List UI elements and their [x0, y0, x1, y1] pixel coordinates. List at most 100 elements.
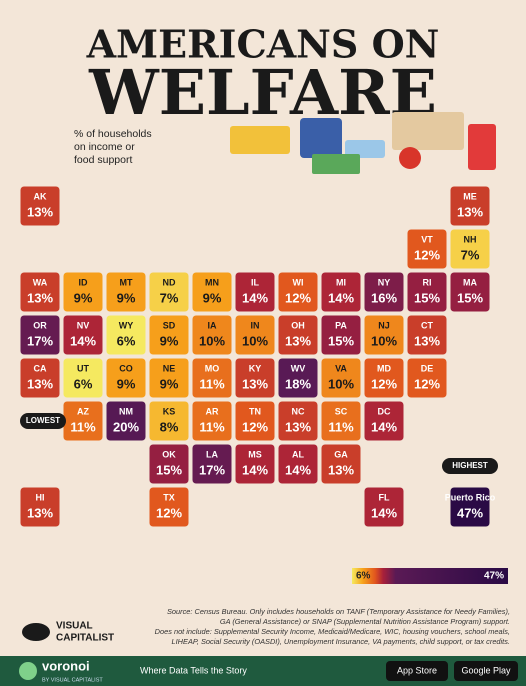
- callout-label: LOWEST: [26, 416, 60, 425]
- title-line: WELFARE: [88, 56, 437, 129]
- region-name: IA: [208, 320, 218, 330]
- region-value: 9%: [74, 290, 93, 305]
- region-name: AR: [206, 406, 219, 416]
- source: Does not include: Supplemental Security …: [155, 627, 510, 636]
- region-tile: [105, 271, 147, 313]
- region-tile: [363, 400, 405, 442]
- region-tile: [320, 314, 362, 356]
- region-value: 10%: [242, 333, 268, 348]
- source: Source: Census Bureau. Only includes hou…: [167, 607, 510, 616]
- region-name: NH: [464, 234, 477, 244]
- region-name: KS: [163, 406, 176, 416]
- app-store-label[interactable]: App Store: [397, 665, 437, 675]
- region-tile: [277, 357, 319, 399]
- region-name: SD: [163, 320, 176, 330]
- region-value: 13%: [457, 204, 483, 219]
- region-tile: [191, 400, 233, 442]
- google-play-button[interactable]: [454, 661, 518, 681]
- region-name: DC: [378, 406, 391, 416]
- legend-label: 47%: [484, 571, 504, 582]
- region-value: 7%: [160, 290, 179, 305]
- region-tile: [234, 271, 276, 313]
- region-value: 12%: [414, 376, 440, 391]
- region-name: TX: [163, 492, 175, 502]
- region-tile: [19, 271, 61, 313]
- region-tile: [148, 486, 190, 528]
- region-name: WA: [33, 277, 48, 287]
- brand: CAPITALIST: [56, 633, 114, 644]
- footer-logo: [19, 662, 37, 680]
- region-name: WV: [291, 363, 306, 373]
- region-value: 13%: [285, 333, 311, 348]
- legend-label: 6%: [356, 571, 371, 582]
- region-tile: [105, 314, 147, 356]
- region-name: CA: [34, 363, 47, 373]
- region-tile: [277, 271, 319, 313]
- region-tile: [191, 357, 233, 399]
- region-value: 11%: [199, 376, 225, 391]
- region-name: Puerto Rico: [445, 492, 496, 502]
- region-value: 15%: [156, 462, 182, 477]
- region-tile: [449, 185, 491, 227]
- region-value: 11%: [199, 419, 225, 434]
- region-value: 13%: [27, 376, 53, 391]
- region-value: 9%: [160, 376, 179, 391]
- region-value: 8%: [160, 419, 179, 434]
- region-value: 13%: [242, 376, 268, 391]
- region-name: HI: [36, 492, 45, 502]
- region-value: 9%: [117, 376, 136, 391]
- region-name: OK: [162, 449, 176, 459]
- region-value: 17%: [27, 333, 53, 348]
- region-tile: [363, 271, 405, 313]
- region-tile: [234, 314, 276, 356]
- region-name: PA: [335, 320, 347, 330]
- region-value: 14%: [371, 505, 397, 520]
- region-value: 13%: [27, 505, 53, 520]
- region-name: WY: [119, 320, 134, 330]
- region-value: 10%: [371, 333, 397, 348]
- region-name: RI: [423, 277, 432, 287]
- source: GA (General Assistance) or SNAP (Supplem…: [220, 617, 510, 626]
- region-value: 12%: [285, 290, 311, 305]
- region-value: 16%: [371, 290, 397, 305]
- region-name: OR: [33, 320, 47, 330]
- region-tile: [449, 486, 491, 528]
- region-value: 9%: [117, 290, 136, 305]
- region-name: ID: [79, 277, 89, 287]
- region-name: AL: [292, 449, 304, 459]
- region-tile: [363, 486, 405, 528]
- region-tile: [320, 357, 362, 399]
- app-store-button[interactable]: [386, 661, 448, 681]
- region-tile: [234, 400, 276, 442]
- region-tile: [406, 271, 448, 313]
- region-name: NY: [378, 277, 391, 287]
- region-value: 15%: [328, 333, 354, 348]
- region-tile: [148, 314, 190, 356]
- google-play-label[interactable]: Google Play: [461, 665, 511, 675]
- region-tile: [62, 271, 104, 313]
- region-name: IL: [251, 277, 260, 287]
- callout-badge: [442, 458, 498, 474]
- region-tile: [191, 271, 233, 313]
- region-name: ME: [463, 191, 477, 201]
- subtitle: on income or: [74, 141, 135, 153]
- region-name: LA: [206, 449, 218, 459]
- region-name: AZ: [77, 406, 89, 416]
- region-name: CT: [421, 320, 433, 330]
- footer-byline: BY VISUAL CAPITALIST: [42, 677, 103, 683]
- region-name: KY: [249, 363, 262, 373]
- region-tile: [148, 400, 190, 442]
- region-value: 11%: [328, 419, 354, 434]
- region-tile: [234, 357, 276, 399]
- region-value: 14%: [242, 290, 268, 305]
- region-value: 13%: [27, 290, 53, 305]
- callout-badge: [20, 413, 66, 429]
- region-value: 14%: [371, 419, 397, 434]
- region-tile: [277, 314, 319, 356]
- region-name: GA: [334, 449, 348, 459]
- region-name: DE: [421, 363, 434, 373]
- region-value: 15%: [414, 290, 440, 305]
- region-name: CO: [119, 363, 133, 373]
- region-value: 9%: [160, 333, 179, 348]
- region-value: 15%: [457, 290, 483, 305]
